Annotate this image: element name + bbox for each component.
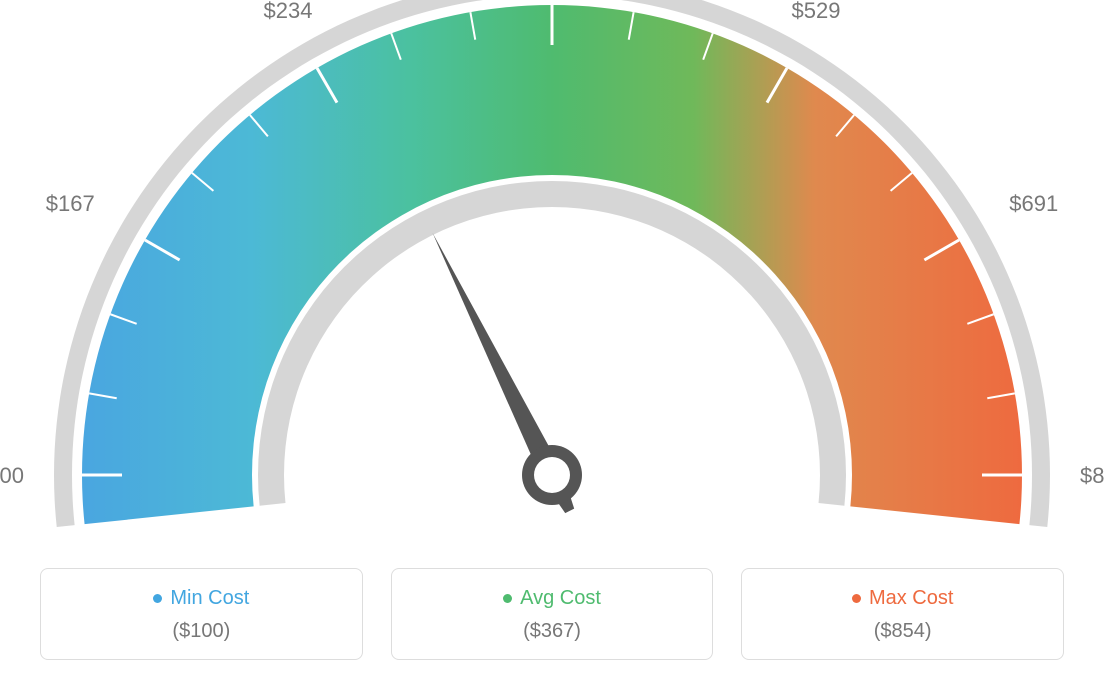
legend-card-min: Min Cost ($100) (40, 568, 363, 660)
gauge-tick-label: $529 (792, 0, 841, 23)
legend-card-max: Max Cost ($854) (741, 568, 1064, 660)
legend-title-max: Max Cost (852, 587, 953, 610)
legend-title-min: Min Cost (153, 587, 249, 610)
gauge-tick-label: $167 (46, 191, 95, 216)
legend-dot-max (852, 594, 861, 603)
gauge-chart-container: $100$167$234$367$529$691$854 Min Cost ($… (0, 0, 1104, 690)
legend-row: Min Cost ($100) Avg Cost ($367) Max Cost… (40, 568, 1064, 660)
gauge-needle-hub-inner (534, 457, 570, 493)
gauge-area: $100$167$234$367$529$691$854 (0, 0, 1104, 560)
gauge-tick-label: $234 (264, 0, 313, 23)
gauge-tick-label: $100 (0, 463, 24, 488)
legend-dot-min (153, 594, 162, 603)
legend-label-min: Min Cost (170, 587, 249, 610)
gauge-svg: $100$167$234$367$529$691$854 (0, 0, 1104, 560)
legend-title-avg: Avg Cost (503, 587, 601, 610)
legend-value-max: ($854) (752, 620, 1053, 643)
legend-value-min: ($100) (51, 620, 352, 643)
gauge-tick-label: $854 (1080, 463, 1104, 488)
legend-card-avg: Avg Cost ($367) (391, 568, 714, 660)
legend-dot-avg (503, 594, 512, 603)
legend-label-avg: Avg Cost (520, 587, 601, 610)
legend-label-max: Max Cost (869, 587, 953, 610)
gauge-tick-label: $691 (1009, 191, 1058, 216)
legend-value-avg: ($367) (402, 620, 703, 643)
